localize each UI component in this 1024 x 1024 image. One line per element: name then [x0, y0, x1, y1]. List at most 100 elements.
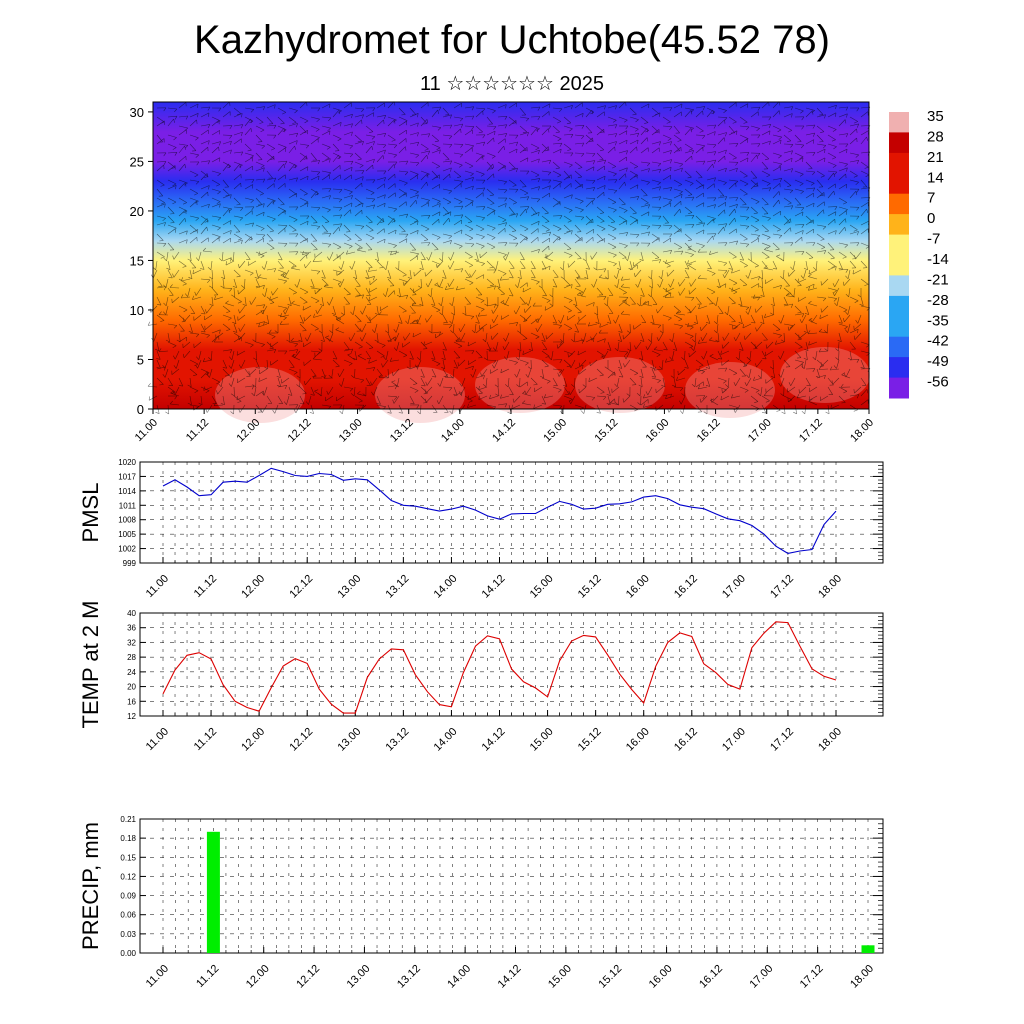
colorbar-segment [889, 193, 909, 215]
heatmap-xtick-label: 16.00 [644, 417, 672, 445]
precip-panel-xtick-label: 16.12 [697, 963, 725, 991]
pmsl-panel-xtick-label: 18.00 [816, 573, 844, 601]
temp-panel-ytick-label: 20 [127, 683, 136, 692]
temp-panel-ytick-label: 16 [127, 697, 136, 706]
precip-panel-xtick-label: 14.00 [445, 963, 473, 991]
precip-panel-xtick-label: 11.00 [144, 963, 171, 990]
temp-panel-xtick-label: 11.12 [192, 726, 219, 753]
colorbar-segment [889, 152, 909, 174]
temp-panel-ytick-label: 36 [127, 624, 136, 633]
temp-panel-xtick-label: 12.00 [239, 726, 267, 754]
precip-panel-xtick-label: 13.12 [395, 963, 423, 991]
colorbar-segment [889, 357, 909, 378]
heatmap-xtick-label: 17.00 [746, 417, 774, 445]
colorbar-segment [889, 234, 909, 256]
pmsl-panel-ytick-label: 1008 [118, 516, 136, 525]
pmsl-panel-xtick-label: 16.12 [672, 573, 700, 601]
temp-panel-xtick-label: 18.00 [816, 726, 844, 754]
temp-panel-xtick-label: 14.12 [480, 726, 508, 754]
pmsl-panel-ytick-label: 1017 [118, 472, 136, 481]
precip-panel-xtick-label: 15.12 [596, 963, 624, 991]
precip-panel-ytick-label: 0.06 [120, 911, 136, 920]
chart-subtitle: 11 ☆☆☆☆☆☆ 2025 [420, 73, 604, 95]
precip-panel-xtick-label: 16.00 [647, 963, 675, 991]
temp-panel-xtick-label: 16.00 [624, 726, 652, 754]
heatmap-ytick-label: 25 [130, 154, 144, 169]
precip-panel-xtick-label: 12.00 [244, 963, 272, 991]
precip-panel-ytick-label: 0.12 [120, 872, 136, 881]
heatmap-warm-cell [685, 362, 775, 418]
heatmap-warm-cell [575, 357, 665, 413]
pmsl-panel-xtick-label: 15.12 [576, 573, 604, 601]
heatmap-ytick-label: 10 [130, 303, 144, 318]
colorbar-segment [889, 275, 909, 297]
temp-panel-xtick-label: 11.00 [144, 726, 171, 753]
pmsl-panel-ytick-label: 1020 [118, 458, 136, 467]
colorbar-segment [889, 112, 909, 133]
colorbar-label: -21 [927, 271, 949, 288]
colorbar-segment [889, 214, 909, 235]
precip-panel-xtick-label: 12.12 [294, 963, 322, 991]
temp-panel-xtick-label: 13.00 [335, 726, 363, 754]
colorbar-label: 0 [927, 210, 935, 227]
pmsl-panel-xtick-label: 17.12 [768, 573, 796, 601]
temp-panel-xtick-label: 17.00 [720, 726, 748, 754]
precip-panel-ytick-label: 0.18 [120, 834, 136, 843]
precip-panel-xtick-label: 13.00 [345, 963, 373, 991]
heatmap-xtick-label: 15.12 [592, 417, 620, 445]
pmsl-panel-xtick-label: 17.00 [720, 573, 748, 601]
precip-panel-ytick-label: 0.00 [120, 949, 136, 958]
temp-panel-xtick-label: 17.12 [768, 726, 796, 754]
temp-panel-xtick-label: 16.12 [672, 726, 700, 754]
colorbar-segment [889, 132, 909, 154]
pmsl-panel-series-line [162, 467, 837, 554]
temp-panel-ytick-label: 24 [127, 668, 136, 677]
colorbar-segment [889, 336, 909, 358]
colorbar-label: 21 [927, 149, 944, 166]
temp-panel-xtick-label: 15.12 [576, 726, 604, 754]
heatmap-xtick-label: 13.00 [337, 417, 365, 445]
precip-panel-xtick-label: 18.00 [848, 963, 876, 991]
temp-panel-xtick-label: 13.12 [384, 726, 412, 754]
precip-panel-xtick-label: 17.12 [798, 963, 826, 991]
colorbar-label: -28 [927, 292, 949, 309]
colorbar-label: -35 [927, 312, 949, 329]
temp-panel-ytick-label: 40 [127, 609, 136, 618]
heatmap-xtick-label: 11.00 [133, 417, 160, 444]
colorbar-label: -14 [927, 251, 949, 268]
precip-panel-ytick-label: 0.15 [120, 853, 136, 862]
precip-panel-xtick-label: 14.12 [496, 963, 524, 991]
temp-panel-ytick-label: 32 [127, 638, 136, 647]
colorbar-label: -56 [927, 374, 949, 391]
pmsl-panel-ytick-label: 1014 [118, 487, 136, 496]
pmsl-panel-ylabel: PMSL [78, 483, 103, 543]
precip-panel-ytick-label: 0.21 [120, 815, 136, 824]
heatmap-xtick-label: 16.12 [695, 417, 723, 445]
pmsl-panel-ytick-label: 1002 [118, 545, 136, 554]
precip-panel-xtick-label: 17.00 [747, 963, 775, 991]
precip-panel: 0.00 0.03 0.06 0.09 0.12 0.15 0.18 0.21 11.00 11.… [78, 815, 884, 991]
colorbar-label: 7 [927, 190, 935, 207]
temp-panel-ytick-label: 12 [127, 712, 136, 721]
precip-panel-frame [139, 818, 884, 954]
pmsl-panel-xtick-label: 14.00 [432, 573, 460, 601]
precip-panel-ytick-label: 0.03 [120, 930, 136, 939]
colorbar-segment [889, 255, 909, 276]
pmsl-panel-ytick-label: 1011 [119, 501, 137, 510]
pmsl-panel-xtick-label: 11.00 [144, 573, 171, 600]
heatmap-xtick-label: 14.12 [490, 417, 518, 445]
colorbar-segment [889, 377, 909, 399]
pmsl-panel-ytick-label: 999 [123, 559, 137, 568]
heatmap-field [153, 102, 869, 409]
heatmap-ytick-label: 30 [130, 105, 144, 120]
precip-panel-xtick-label: 15.00 [546, 963, 574, 991]
wind-barbs [147, 101, 871, 415]
pmsl-panel-xtick-label: 14.12 [480, 573, 508, 601]
pmsl-panel-xtick-label: 13.00 [335, 573, 363, 601]
heatmap-ytick-label: 15 [130, 253, 144, 268]
pmsl-panel-frame [139, 461, 884, 564]
heatmap-xtick-label: 15.00 [541, 417, 569, 445]
heatmap-xtick-label: 17.12 [797, 417, 825, 445]
